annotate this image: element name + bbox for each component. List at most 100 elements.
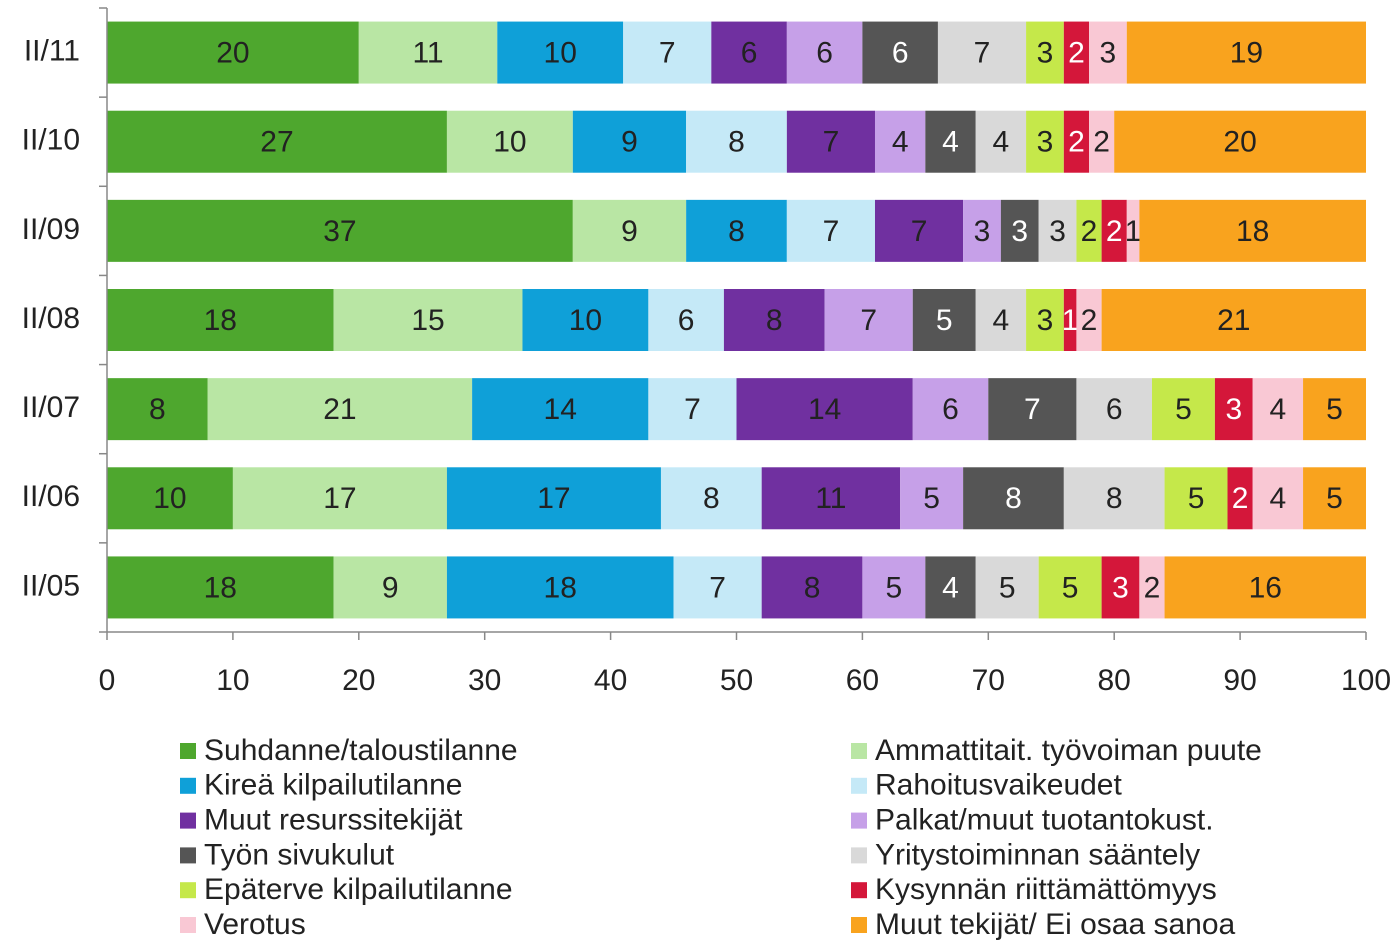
bar-segment — [963, 199, 1001, 262]
bar-segment — [572, 199, 687, 262]
bar-segment — [333, 556, 447, 619]
x-tick-label: 0 — [99, 664, 116, 697]
y-tick-label: II/08 — [22, 302, 80, 335]
bar-segment — [1126, 199, 1140, 262]
bar-segment — [107, 110, 447, 173]
data-label: 2 — [1144, 571, 1161, 604]
data-label: 21 — [1217, 304, 1250, 337]
bar-segment — [522, 289, 649, 351]
data-label: 21 — [323, 393, 356, 426]
data-label: 7 — [823, 215, 840, 248]
x-tick-label: 20 — [342, 664, 375, 697]
data-label: 15 — [411, 304, 444, 337]
legend-label: Työn sivukulut — [204, 838, 395, 871]
data-label: 6 — [1106, 393, 1123, 426]
bar-segment — [723, 289, 825, 351]
bar-segment — [1139, 556, 1165, 619]
x-tick-label: 90 — [1223, 664, 1256, 697]
legend-label: Rahoitusvaikeudet — [875, 769, 1122, 802]
x-tick-label: 10 — [216, 664, 249, 697]
x-tick-label: 80 — [1098, 664, 1131, 697]
bar-segment — [623, 21, 712, 84]
bar-segment — [107, 289, 334, 351]
data-label: 8 — [149, 393, 166, 426]
bar-segment — [207, 378, 473, 441]
data-label: 6 — [942, 393, 959, 426]
bar-segment — [232, 467, 447, 530]
data-label: 27 — [260, 126, 293, 159]
data-label: 7 — [974, 36, 991, 69]
bar-segment — [497, 21, 624, 84]
bar-segment — [761, 556, 863, 619]
data-label: 8 — [728, 126, 745, 159]
data-label: 3 — [1037, 304, 1054, 337]
bar-segment — [446, 467, 661, 530]
data-label: 7 — [659, 36, 676, 69]
bar-segment — [1026, 21, 1064, 84]
data-label: 2 — [1081, 215, 1098, 248]
bar-segment — [1076, 289, 1102, 351]
data-label: 9 — [621, 215, 638, 248]
bar-segment — [874, 199, 964, 262]
data-label: 8 — [804, 571, 821, 604]
data-label: 8 — [703, 482, 720, 515]
data-label: 18 — [204, 571, 237, 604]
data-label: 3 — [974, 215, 991, 248]
y-tick-label: II/05 — [22, 569, 80, 602]
bar-segment — [1063, 467, 1165, 530]
legend-swatch — [180, 812, 196, 829]
data-label: 9 — [621, 126, 638, 159]
legend-swatch — [851, 917, 867, 933]
data-label: 5 — [1326, 393, 1343, 426]
bar-segment — [1252, 378, 1304, 441]
bar-segment — [1038, 556, 1102, 619]
legend-swatch — [180, 777, 196, 794]
bar-segment — [1164, 556, 1366, 619]
bar-segment — [107, 378, 208, 441]
data-label: 4 — [892, 126, 909, 159]
legend-swatch — [851, 882, 867, 899]
bar-segment — [686, 199, 787, 262]
bar-segment — [1151, 378, 1215, 441]
bar-segment — [963, 467, 1064, 530]
data-label: 6 — [816, 36, 833, 69]
bar-segment — [1076, 378, 1152, 441]
legend-label: Muut tekijät/ Ei osaa sanoa — [875, 908, 1236, 941]
data-label: 4 — [1270, 482, 1287, 515]
bar-segment — [1164, 467, 1228, 530]
bar-segment — [686, 110, 787, 173]
data-label: 3 — [1011, 215, 1028, 248]
bar-segment — [107, 21, 359, 84]
bar-segment — [912, 378, 989, 441]
data-label: 4 — [993, 304, 1010, 337]
legend-swatch — [851, 777, 867, 794]
bar-segment — [761, 467, 901, 530]
data-label: 5 — [1062, 571, 1079, 604]
bar-segment — [1303, 378, 1366, 441]
bar-segment — [1063, 21, 1090, 84]
data-label: 2 — [1232, 482, 1249, 515]
bar-segment — [1089, 110, 1115, 173]
data-label: 5 — [923, 482, 940, 515]
legend-swatch — [180, 743, 196, 759]
legend-swatch — [180, 847, 196, 864]
bar-segment — [446, 556, 674, 619]
bar-segment — [736, 378, 913, 441]
x-tick-label: 50 — [720, 664, 753, 697]
legend-label: Muut resurssitekijät — [204, 804, 463, 837]
data-label: 5 — [999, 571, 1016, 604]
bar-segment — [107, 199, 573, 262]
bar-segment — [862, 21, 938, 84]
bar-segment — [925, 556, 976, 619]
bar-segment — [1089, 21, 1127, 84]
x-tick-label: 70 — [972, 664, 1005, 697]
data-label: 6 — [892, 36, 909, 69]
y-tick-label: II/11 — [24, 34, 80, 67]
bar-segment — [107, 556, 334, 619]
bar-segment — [1114, 110, 1366, 173]
data-label: 11 — [412, 36, 443, 69]
bar-segment — [786, 21, 863, 84]
data-label: 3 — [1225, 393, 1242, 426]
x-tick-label: 60 — [846, 664, 879, 697]
